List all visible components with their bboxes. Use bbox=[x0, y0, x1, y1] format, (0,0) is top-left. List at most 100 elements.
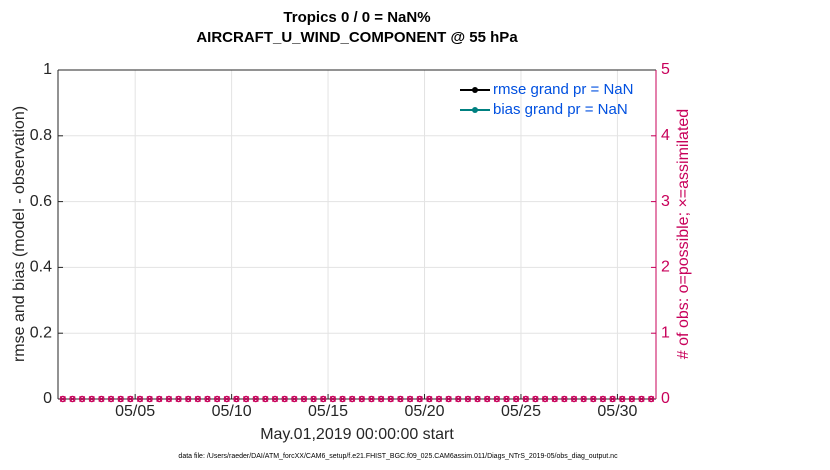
marker-assimilated bbox=[214, 395, 221, 403]
marker-assimilated bbox=[262, 395, 269, 403]
x-tick-label: 05/25 bbox=[501, 403, 541, 420]
legend-marker bbox=[472, 87, 478, 93]
marker-assimilated bbox=[378, 395, 385, 403]
marker-assimilated bbox=[194, 395, 201, 403]
marker-possible bbox=[406, 395, 414, 403]
legend-label: bias grand pr = NaN bbox=[493, 101, 628, 118]
marker-assimilated bbox=[127, 395, 134, 403]
marker-assimilated bbox=[503, 395, 510, 403]
x-tick-label: 05/10 bbox=[212, 403, 252, 420]
marker-possible bbox=[78, 395, 86, 403]
marker-assimilated bbox=[339, 395, 346, 403]
marker-possible bbox=[387, 395, 394, 403]
marker-possible bbox=[484, 395, 491, 403]
marker-assimilated bbox=[464, 395, 471, 403]
marker-possible bbox=[262, 395, 269, 403]
marker-possible bbox=[117, 395, 124, 403]
marker-possible bbox=[455, 395, 462, 403]
marker-assimilated bbox=[570, 395, 578, 403]
y2-tick-label: 1 bbox=[661, 324, 670, 341]
marker-assimilated bbox=[474, 395, 481, 403]
marker-assimilated bbox=[551, 395, 558, 403]
y2-axis-label: # of obs: o=possible; ×=assimilated bbox=[675, 109, 692, 359]
y-tick-label: 0.4 bbox=[30, 259, 52, 276]
marker-possible bbox=[107, 395, 115, 403]
marker-possible bbox=[194, 395, 202, 403]
marker-assimilated bbox=[599, 395, 606, 403]
marker-assimilated bbox=[165, 395, 172, 403]
marker-possible bbox=[69, 395, 76, 403]
marker-assimilated bbox=[426, 395, 433, 403]
marker-possible bbox=[368, 395, 375, 403]
marker-possible bbox=[348, 395, 356, 403]
marker-assimilated bbox=[310, 395, 317, 403]
y2-tick-label: 3 bbox=[661, 193, 670, 210]
marker-assimilated bbox=[117, 395, 124, 403]
marker-possible bbox=[165, 395, 173, 403]
marker-possible bbox=[426, 395, 433, 403]
y-tick-label: 0 bbox=[43, 390, 52, 407]
footnote: data file: /Users/raeder/DAI/ATM_forcXX/… bbox=[178, 453, 618, 460]
marker-possible bbox=[310, 395, 317, 403]
marker-possible bbox=[98, 395, 105, 403]
y-tick-label: 0.2 bbox=[30, 324, 52, 341]
y2-tick-label: 0 bbox=[661, 390, 670, 407]
marker-assimilated bbox=[609, 395, 616, 403]
y-tick-label: 0.6 bbox=[30, 193, 52, 210]
marker-assimilated bbox=[233, 395, 240, 403]
marker-assimilated bbox=[281, 395, 288, 403]
y2-tick-label: 2 bbox=[661, 259, 670, 276]
marker-possible bbox=[320, 395, 327, 403]
marker-assimilated bbox=[300, 395, 307, 403]
marker-possible bbox=[464, 395, 472, 403]
marker-assimilated bbox=[493, 395, 500, 403]
y2-tick-label: 5 bbox=[661, 61, 670, 78]
marker-possible bbox=[291, 395, 298, 403]
marker-assimilated bbox=[358, 395, 365, 403]
marker-assimilated bbox=[88, 395, 95, 403]
marker-assimilated bbox=[329, 395, 336, 403]
marker-possible bbox=[358, 395, 366, 403]
x-tick-label: 05/05 bbox=[115, 403, 155, 420]
y-tick-label: 0.8 bbox=[30, 127, 52, 144]
marker-possible bbox=[136, 395, 144, 403]
marker-possible bbox=[474, 395, 481, 403]
x-tick-label: 05/15 bbox=[308, 403, 348, 420]
marker-possible bbox=[252, 395, 259, 403]
legend-marker bbox=[472, 107, 478, 113]
marker-assimilated bbox=[271, 395, 279, 403]
marker-possible bbox=[570, 395, 578, 403]
marker-possible bbox=[127, 395, 134, 403]
marker-assimilated bbox=[291, 395, 298, 403]
x-tick-label: 05/30 bbox=[597, 403, 637, 420]
marker-assimilated bbox=[532, 395, 539, 403]
marker-assimilated bbox=[156, 395, 163, 403]
marker-assimilated bbox=[416, 395, 423, 403]
marker-possible bbox=[561, 395, 568, 403]
chart-title: Tropics 0 / 0 = NaN% bbox=[283, 9, 430, 26]
marker-possible bbox=[146, 395, 153, 403]
marker-assimilated bbox=[435, 395, 443, 403]
marker-assimilated bbox=[628, 395, 635, 403]
x-axis-label: May.01,2019 00:00:00 start bbox=[260, 426, 454, 443]
marker-possible bbox=[599, 395, 607, 403]
marker-possible bbox=[609, 395, 616, 403]
marker-assimilated bbox=[513, 395, 520, 403]
marker-possible bbox=[435, 395, 443, 403]
marker-possible bbox=[580, 395, 587, 403]
marker-assimilated bbox=[69, 395, 76, 403]
marker-assimilated bbox=[349, 395, 356, 403]
marker-possible bbox=[619, 395, 626, 403]
x-tick-label: 05/20 bbox=[404, 403, 444, 420]
marker-possible bbox=[213, 395, 221, 403]
marker-assimilated bbox=[79, 395, 86, 403]
marker-assimilated bbox=[397, 395, 404, 403]
marker-possible bbox=[551, 395, 558, 403]
marker-possible bbox=[541, 395, 549, 403]
marker-possible bbox=[377, 395, 385, 403]
marker-possible bbox=[445, 395, 452, 403]
marker-assimilated bbox=[136, 395, 144, 403]
marker-assimilated bbox=[223, 395, 230, 403]
marker-assimilated bbox=[455, 395, 462, 403]
marker-possible bbox=[233, 395, 240, 403]
